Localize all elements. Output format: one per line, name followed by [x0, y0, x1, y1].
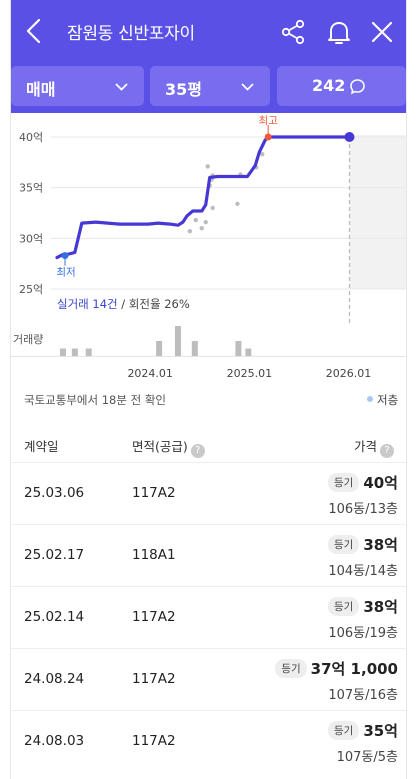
volume-bar	[174, 326, 181, 356]
transaction-point	[235, 201, 240, 207]
row-price-box: 등기 38억 106동/19층	[327, 596, 398, 641]
column-price: 가격?	[354, 436, 395, 458]
share-icon[interactable]	[280, 19, 306, 45]
comments-count: 242	[312, 76, 346, 95]
future-region	[349, 135, 406, 289]
transaction-point	[187, 229, 193, 234]
volume-bar	[245, 348, 252, 356]
comment-bubble-icon	[350, 79, 365, 95]
y-tick-label: 25억	[19, 283, 43, 296]
row-price: 38억	[363, 598, 398, 616]
registered-badge: 등기	[327, 597, 360, 616]
bell-icon[interactable]	[325, 18, 353, 46]
legend-dot	[367, 396, 373, 402]
close-icon[interactable]	[370, 20, 394, 44]
data-source-note: 국토교통부에서 18분 전 확인	[24, 393, 166, 407]
max-label: 최고	[259, 115, 279, 127]
row-price: 37억 1,000	[310, 660, 398, 678]
row-price: 38억	[363, 536, 398, 554]
transaction-summary: 실거래 14건 / 회전율 26%	[57, 297, 190, 311]
x-tick-label: 2026.01	[326, 367, 372, 380]
help-icon[interactable]: ?	[380, 444, 395, 458]
row-area: 118A1	[132, 547, 176, 563]
table-row[interactable]: 25.02.17 118A1 등기 38억 104동/14층	[11, 524, 406, 586]
row-date: 24.08.03	[24, 733, 85, 749]
transaction-point	[260, 152, 265, 157]
row-unit: 107동/16층	[328, 688, 398, 703]
chevron-down-icon	[115, 83, 128, 91]
volume-bar	[85, 348, 92, 356]
page-title: 잠원동 신반포자이	[67, 24, 195, 44]
row-price-box: 등기 35억 107동/5층	[327, 720, 398, 765]
max-marker-point	[264, 133, 272, 141]
volume-bar	[156, 341, 163, 356]
column-area: 면적(공급)?	[132, 436, 205, 458]
transaction-point	[205, 164, 210, 169]
transaction-count: 실거래 14건	[57, 297, 118, 311]
legend-label: 저층	[377, 393, 399, 407]
back-arrow-icon[interactable]	[21, 16, 45, 46]
comments-button[interactable]: 242	[277, 66, 406, 106]
size-dropdown[interactable]: 35평	[150, 66, 270, 106]
table-row[interactable]: 25.03.06 117A2 등기 40억 106동/13층	[11, 462, 406, 524]
row-date: 25.02.17	[24, 547, 85, 563]
row-price-box: 등기 40억 106동/13층	[327, 472, 398, 517]
volume-label: 거래량	[13, 333, 43, 346]
transaction-point	[199, 226, 204, 231]
registered-badge: 등기	[327, 473, 360, 492]
min-label: 최저	[56, 267, 75, 279]
floor-legend: 저층	[367, 392, 398, 408]
size-label: 35평	[165, 80, 202, 99]
transaction-point	[193, 217, 199, 223]
row-date: 25.02.14	[24, 609, 85, 625]
volume-bar	[71, 348, 78, 356]
row-area: 117A2	[132, 733, 176, 749]
x-tick-label: 2024.01	[127, 367, 173, 380]
registered-badge: 등기	[275, 659, 307, 678]
help-icon[interactable]: ?	[190, 444, 205, 458]
row-area: 117A2	[132, 485, 176, 501]
row-price-box: 등기 38억 104동/14층	[327, 534, 398, 579]
y-tick-label: 35억	[19, 182, 43, 195]
x-tick-label: 2025.01	[227, 367, 273, 380]
registered-badge: 등기	[327, 535, 360, 554]
table-row[interactable]: 25.02.14 117A2 등기 38억 106동/19층	[11, 586, 406, 648]
column-price-label: 가격	[354, 439, 378, 454]
transaction-point	[203, 219, 208, 225]
chevron-down-icon	[241, 83, 254, 91]
row-price: 35억	[363, 722, 398, 740]
row-unit: 106동/19층	[328, 626, 398, 641]
row-price-box: 등기 37억 1,000 107동/16층	[275, 658, 398, 703]
row-price: 40억	[363, 474, 398, 492]
row-unit: 106동/13층	[328, 502, 398, 517]
price-line	[55, 135, 352, 260]
volume-bar	[191, 341, 198, 356]
row-date: 25.03.06	[24, 485, 85, 501]
row-area: 117A2	[132, 671, 176, 687]
row-unit: 107동/5층	[336, 750, 398, 765]
y-tick-label: 40억	[19, 131, 43, 144]
trade-type-label: 매매	[26, 80, 56, 99]
volume-bar	[59, 348, 66, 356]
trade-type-dropdown[interactable]: 매매	[11, 66, 144, 106]
row-unit: 104동/14층	[328, 564, 398, 579]
current-price-point	[344, 132, 355, 142]
column-date: 계약일	[24, 439, 59, 454]
turnover-rate: / 회전율 26%	[118, 297, 190, 311]
table-row[interactable]: 24.08.03 117A2 등기 35억 107동/5층	[11, 710, 406, 772]
row-date: 24.08.24	[24, 671, 85, 687]
registered-badge: 등기	[327, 721, 360, 740]
column-area-label: 면적(공급)	[132, 439, 188, 454]
row-area: 117A2	[132, 609, 176, 625]
table-row[interactable]: 24.08.24 117A2 등기 37억 1,000 107동/16층	[11, 648, 406, 710]
y-tick-label: 30억	[19, 232, 43, 245]
transaction-point	[210, 205, 215, 211]
volume-bar	[235, 341, 242, 356]
